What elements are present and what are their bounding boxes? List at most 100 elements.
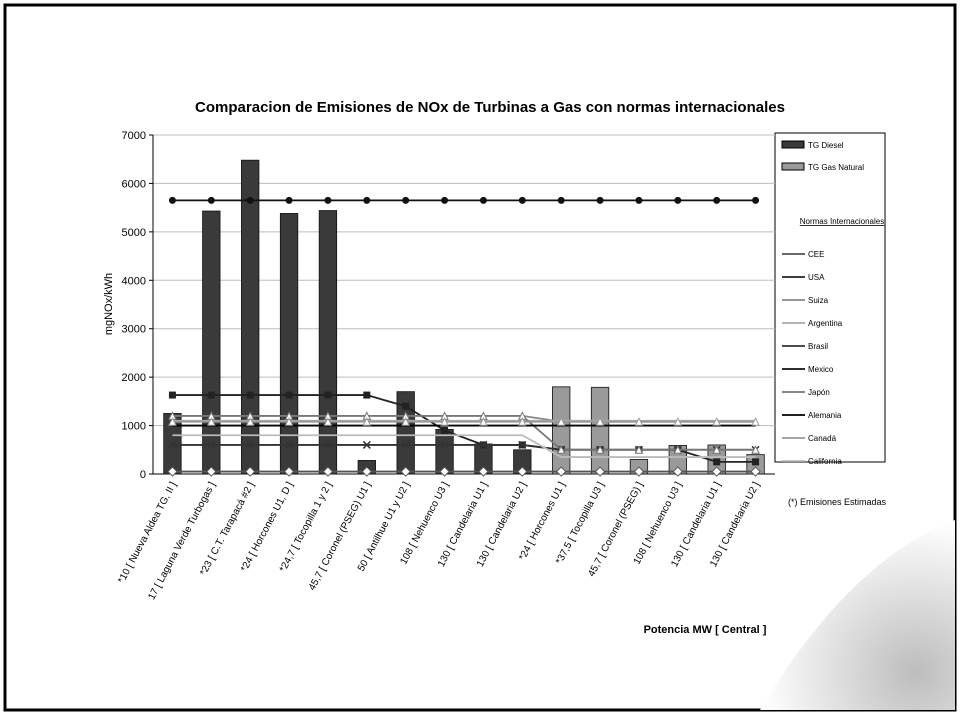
y-tick-label: 2000: [122, 372, 146, 384]
line-marker: [518, 417, 527, 426]
line-marker: [750, 466, 761, 477]
line-marker: [751, 417, 760, 426]
line-marker: [635, 196, 643, 204]
y-tick-label: 0: [140, 469, 146, 481]
line-marker: [206, 466, 217, 477]
line-marker: [518, 196, 526, 204]
line-marker: [362, 440, 371, 449]
legend-label: Argentina: [808, 319, 843, 328]
line-marker: [207, 440, 216, 449]
line-marker: [207, 417, 216, 426]
line-marker: [440, 417, 449, 426]
line-marker: [439, 466, 450, 477]
line-marker: [673, 417, 683, 426]
line-marker: [168, 417, 177, 426]
line-marker: [283, 466, 295, 477]
legend-swatch: [781, 162, 805, 171]
bar: [241, 159, 260, 475]
y-tick-label: 3000: [122, 324, 146, 336]
line-marker: [284, 417, 294, 426]
line-marker: [752, 458, 760, 466]
line-marker: [555, 466, 567, 477]
line-marker: [479, 440, 488, 449]
legend-label: Japón: [808, 388, 830, 397]
y-axis-title: mgNOx/kWh: [103, 273, 115, 335]
line-marker: [361, 466, 373, 477]
line-marker: [363, 196, 371, 204]
line-marker: [441, 196, 449, 204]
line-marker: [479, 196, 487, 204]
bar: [590, 386, 610, 475]
line-marker: [244, 466, 256, 477]
line-marker: [245, 417, 255, 426]
line-marker: [168, 391, 176, 399]
line-marker: [596, 196, 604, 204]
legend-label: USA: [808, 273, 825, 282]
line-marker: [713, 458, 721, 466]
y-tick-label: 6000: [122, 178, 146, 190]
legend-label: CEE: [808, 250, 824, 259]
legend-label: TG Diesel: [808, 141, 844, 150]
line-marker: [441, 426, 449, 434]
legend-label: Mexico: [808, 365, 834, 374]
line-marker: [323, 440, 332, 449]
line-marker: [479, 417, 488, 426]
line-marker: [322, 466, 334, 477]
line-marker: [362, 417, 372, 426]
line-marker: [323, 417, 333, 426]
y-tick-label: 7000: [122, 130, 146, 142]
line-marker: [594, 466, 606, 477]
line-marker: [674, 196, 682, 204]
line-marker: [285, 196, 293, 204]
line-marker: [402, 402, 410, 410]
line-marker: [673, 445, 683, 454]
line-marker: [713, 196, 721, 204]
line-marker: [207, 391, 215, 399]
line-marker: [633, 466, 645, 477]
legend-label: California: [808, 457, 842, 466]
line-marker: [168, 440, 177, 449]
line-marker: [246, 196, 254, 204]
note: (*) Emisiones Estimadas: [788, 497, 887, 507]
legend-title: Normas Internacionales: [800, 217, 884, 226]
line-marker: [595, 417, 605, 426]
slide-frame: [3, 3, 957, 712]
line-marker: [402, 196, 410, 204]
line-marker: [672, 466, 684, 477]
line-marker: [324, 196, 332, 204]
line-marker: [285, 391, 293, 399]
legend-label: Brasil: [808, 342, 828, 351]
line: [172, 434, 756, 458]
line-marker: [751, 445, 760, 454]
line-marker: [634, 417, 644, 426]
line-marker: [400, 466, 411, 477]
y-tick-label: 1000: [122, 421, 146, 433]
line-marker: [752, 196, 760, 204]
line-marker: [401, 417, 410, 426]
legend-label: Alemania: [808, 411, 842, 420]
line-marker: [363, 391, 371, 399]
line-marker: [167, 466, 178, 477]
line-marker: [285, 440, 294, 449]
line-marker: [401, 440, 410, 449]
line-marker: [556, 445, 566, 454]
line: [172, 414, 756, 451]
y-tick-label: 4000: [122, 275, 146, 287]
line-marker: [440, 440, 449, 449]
bar: [552, 386, 571, 475]
legend-swatch: [781, 140, 805, 149]
line-marker: [557, 196, 565, 204]
line-marker: [556, 417, 566, 426]
decoration: [760, 520, 955, 710]
line-marker: [518, 440, 527, 449]
chart-title: Comparacion de Emisiones de NOx de Turbi…: [195, 99, 785, 116]
line-marker: [712, 445, 721, 454]
line-marker: [168, 196, 176, 204]
line-marker: [478, 466, 489, 477]
legend-label: TG Gas Natural: [808, 163, 864, 172]
line-marker: [246, 440, 255, 449]
line-marker: [324, 391, 332, 399]
y-tick-label: 5000: [122, 227, 146, 239]
